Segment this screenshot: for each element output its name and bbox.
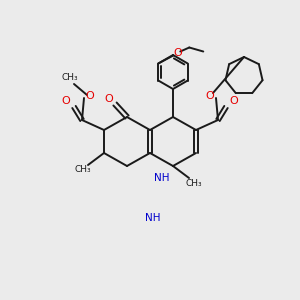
Text: O: O [85, 91, 94, 101]
Text: O: O [206, 91, 214, 101]
Text: NH: NH [154, 173, 169, 183]
Text: O: O [230, 96, 238, 106]
Text: O: O [61, 96, 70, 106]
Text: O: O [105, 94, 113, 104]
Text: CH₃: CH₃ [62, 74, 78, 82]
Text: CH₃: CH₃ [75, 166, 91, 175]
Text: CH₃: CH₃ [186, 178, 202, 188]
Text: NH: NH [145, 213, 161, 223]
Text: O: O [173, 47, 182, 58]
